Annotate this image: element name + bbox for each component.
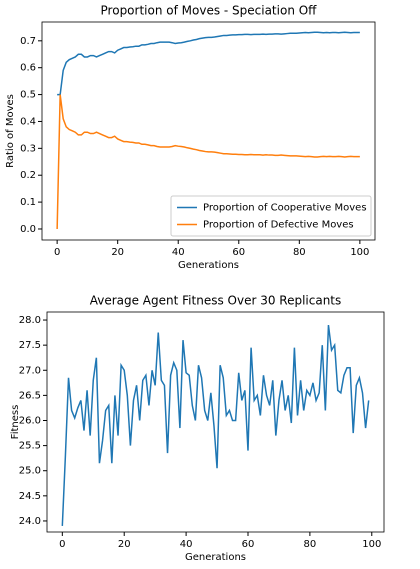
y-tick-label: 28.0 <box>19 315 41 326</box>
y-tick-label: 24.5 <box>19 491 41 502</box>
chart-title: Proportion of Moves - Speciation Off <box>101 4 318 18</box>
y-tick-label: 24.0 <box>19 516 41 527</box>
x-tick-label: 80 <box>304 539 317 550</box>
legend-label: Proportion of Defective Moves <box>203 220 354 231</box>
data-line <box>57 31 360 96</box>
x-tick-label: 80 <box>293 247 306 258</box>
x-tick-label: 20 <box>111 247 124 258</box>
y-tick-label: 0.0 <box>20 224 36 235</box>
x-tick-label: 0 <box>59 539 65 550</box>
y-tick-label: 0.7 <box>20 36 36 47</box>
legend-label: Proportion of Cooperative Moves <box>203 203 367 214</box>
chart-title: Average Agent Fitness Over 30 Replicants <box>90 294 342 308</box>
y-tick-label: 0.1 <box>20 197 36 208</box>
legend-box <box>170 195 372 237</box>
y-tick-label: 0.3 <box>20 143 36 154</box>
y-axis-label: Ratio of Moves <box>5 94 16 168</box>
x-tick-label: 60 <box>232 247 245 258</box>
x-axis-label: Generations <box>185 552 246 563</box>
data-line <box>56 94 360 229</box>
plot-frame <box>41 21 376 241</box>
y-tick-label: 0.4 <box>20 116 36 127</box>
x-axis-label: Generations <box>178 260 239 271</box>
y-tick-label: 0.6 <box>20 63 36 74</box>
x-tick-label: 20 <box>118 539 131 550</box>
x-tick-label: 100 <box>362 539 381 550</box>
y-tick-label: 25.5 <box>19 441 41 452</box>
y-tick-label: 25.0 <box>19 466 41 477</box>
y-tick-label: 26.0 <box>19 415 41 426</box>
x-tick-label: 60 <box>242 539 255 550</box>
y-axis-label: Fitness <box>10 405 21 440</box>
y-tick-label: 27.0 <box>19 365 41 376</box>
y-tick-label: 0.5 <box>20 90 36 101</box>
y-tick-label: 27.5 <box>19 340 41 351</box>
plot-frame <box>46 311 385 533</box>
x-tick-label: 40 <box>180 539 193 550</box>
y-tick-label: 0.2 <box>20 170 36 181</box>
x-tick-label: 100 <box>350 247 369 258</box>
x-tick-label: 40 <box>172 247 185 258</box>
data-line <box>61 324 370 527</box>
x-tick-label: 0 <box>54 247 60 258</box>
y-tick-label: 26.5 <box>19 390 41 401</box>
